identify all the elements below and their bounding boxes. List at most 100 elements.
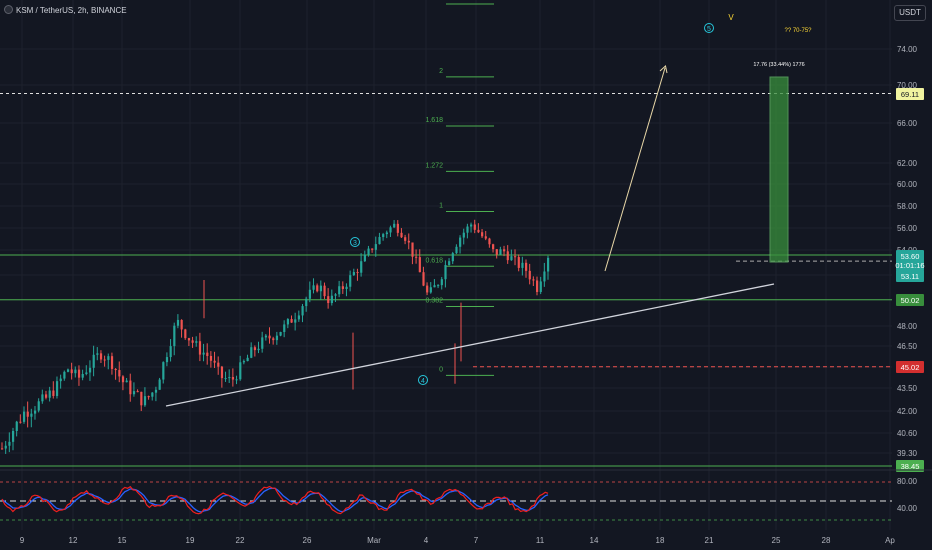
- candle: [459, 237, 462, 247]
- candle: [521, 262, 524, 268]
- wave-label: V: [728, 13, 734, 22]
- candle: [143, 396, 147, 406]
- fib-levels: 0 0.382 0.618 1 1.272 1.618 2: [425, 3, 494, 376]
- candle: [323, 285, 326, 297]
- x-tick-label: Mar: [367, 536, 381, 545]
- candle: [48, 390, 51, 398]
- candle: [297, 315, 301, 320]
- candle: [125, 380, 128, 383]
- candle: [96, 353, 99, 355]
- candle: [74, 369, 77, 374]
- candle: [407, 240, 410, 243]
- x-tick-label: 15: [118, 536, 127, 545]
- candle: [411, 242, 414, 257]
- candle: [506, 251, 509, 261]
- price-tag-label: 69.11: [901, 90, 919, 99]
- candle: [110, 356, 114, 369]
- y-tick-label: 62.00: [897, 159, 918, 168]
- fib-label: 1.272: [425, 162, 443, 169]
- trendline: [165, 283, 775, 407]
- symbol-header: KSM / TetherUS, 2h, BINANCE: [4, 5, 127, 15]
- x-tick-label: 9: [20, 536, 25, 545]
- candle: [312, 285, 315, 290]
- candle: [393, 223, 396, 228]
- candle: [176, 319, 180, 326]
- candle: [26, 411, 29, 417]
- candle: [301, 306, 304, 316]
- candle: [85, 372, 88, 375]
- candle: [371, 248, 374, 250]
- candle: [99, 353, 103, 360]
- currency-button[interactable]: USDT: [894, 5, 926, 21]
- candle: [514, 256, 517, 258]
- candle: [1, 448, 4, 450]
- candle: [389, 227, 392, 233]
- x-tick-label: 7: [474, 536, 479, 545]
- price-tag-label: 53.60: [901, 252, 920, 261]
- y-tick-label: 60.00: [897, 180, 918, 189]
- y-tick-label: 40.60: [897, 429, 918, 438]
- fib-label: 1: [439, 203, 443, 210]
- candle: [173, 325, 176, 347]
- candle: [107, 356, 110, 360]
- fib-label: 0.618: [425, 257, 443, 264]
- candle: [33, 410, 37, 414]
- candle: [151, 392, 154, 397]
- y-tick-label: 43.50: [897, 384, 918, 393]
- candle: [279, 332, 282, 336]
- candle: [37, 401, 40, 411]
- candle: [334, 294, 337, 296]
- rsi-tick-label: 80.00: [897, 477, 918, 486]
- x-axis: 9 12 15 19 22 26 Mar 4 7 11 14 18 21 25 28 Ap: [20, 536, 896, 545]
- target-label: ?? 70-75?: [784, 28, 812, 34]
- price-tag-label: 53.11: [901, 272, 919, 281]
- candle: [169, 346, 172, 358]
- candle: [129, 380, 132, 395]
- candle: [88, 367, 92, 373]
- candle: [19, 421, 22, 423]
- candle: [525, 262, 528, 271]
- candle: [444, 265, 447, 280]
- candle: [15, 421, 18, 432]
- candle: [356, 272, 359, 274]
- candle: [352, 272, 355, 276]
- y-tick-label: 74.00: [897, 45, 918, 54]
- candle: [44, 394, 48, 398]
- candle: [154, 389, 158, 393]
- candle: [121, 376, 125, 383]
- candle: [239, 362, 242, 380]
- x-tick-label: 28: [822, 536, 831, 545]
- candle: [316, 285, 319, 292]
- candle: [187, 338, 191, 341]
- wave-label: 4: [421, 378, 425, 385]
- symbol-title: KSM / TetherUS, 2h, BINANCE: [16, 6, 127, 15]
- price-tag-label: 38.45: [901, 462, 920, 471]
- price-tag: [896, 259, 924, 271]
- candle: [283, 324, 286, 333]
- candle: [235, 379, 238, 381]
- candle: [136, 391, 139, 393]
- candle: [275, 335, 279, 341]
- candle: [250, 347, 253, 358]
- price-tag-label: 50.02: [901, 296, 920, 305]
- candle: [66, 369, 70, 372]
- candle: [4, 445, 7, 449]
- candle: [517, 257, 520, 268]
- candle: [41, 394, 44, 402]
- candle: [360, 261, 363, 273]
- candle: [488, 238, 491, 245]
- x-tick-label: Ap: [885, 536, 895, 545]
- candle: [422, 272, 425, 286]
- candle: [495, 249, 498, 255]
- candle: [363, 254, 366, 262]
- arrow-head-icon: [659, 65, 668, 74]
- candle: [213, 360, 216, 363]
- candle: [455, 246, 458, 254]
- candle: [253, 347, 257, 351]
- x-tick-label: 19: [186, 536, 195, 545]
- candle: [400, 232, 403, 238]
- candle: [547, 257, 550, 272]
- y-tick-label: 56.00: [897, 224, 918, 233]
- candle: [162, 362, 165, 380]
